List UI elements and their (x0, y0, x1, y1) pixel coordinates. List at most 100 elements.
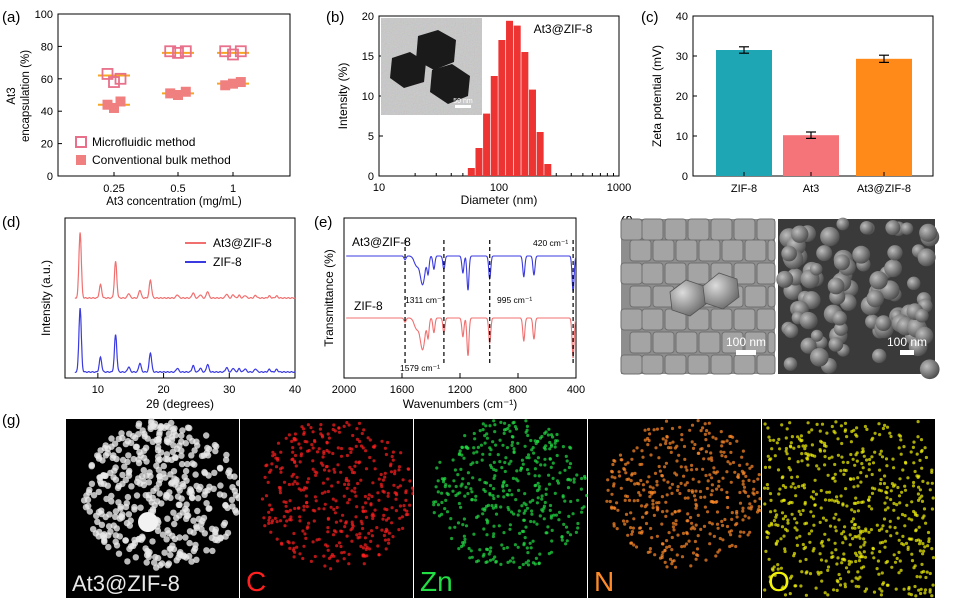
eds-signal-dot (201, 491, 208, 498)
eds-signal-dot (861, 529, 865, 534)
eds-signal-dot (524, 419, 528, 423)
eds-signal-dot (492, 419, 496, 423)
eds-signal-dot (313, 470, 317, 474)
eds-signal-dot (670, 559, 675, 563)
eds-signal-dot (690, 463, 694, 467)
eds-signal-dot (801, 444, 805, 448)
eds-signal-dot (851, 517, 856, 521)
eds-signal-dot (783, 514, 788, 519)
eds-signal-dot (720, 454, 724, 458)
eds-signal-dot (339, 519, 343, 523)
xrd-pattern-line (74, 232, 296, 300)
eds-signal-dot (163, 536, 170, 543)
panel-label-e: (e) (314, 214, 332, 231)
eds-signal-dot (795, 536, 799, 540)
eds-signal-dot (719, 430, 723, 434)
eds-signal-dot (105, 543, 112, 551)
eds-signal-dot (862, 454, 866, 458)
eds-signal-dot (271, 450, 275, 454)
eds-signal-dot (772, 438, 776, 442)
sem-particle (884, 259, 903, 278)
eds-signal-dot (658, 556, 663, 560)
eds-signal-dot (814, 586, 818, 590)
eds-signal-dot (663, 560, 667, 565)
eds-signal-dot (201, 530, 208, 537)
eds-signal-dot (168, 419, 175, 427)
eds-signal-dot (264, 464, 268, 468)
eds-signal-dot (827, 456, 831, 460)
eds-signal-dot (638, 526, 643, 530)
eds-signal-dot (527, 456, 531, 460)
eds-signal-dot (797, 509, 801, 513)
eds-signal-dot (741, 479, 745, 483)
eds-signal-dot (398, 484, 402, 488)
eds-signal-dot (157, 423, 165, 430)
eds-signal-dot (889, 489, 893, 493)
eds-signal-dot (895, 556, 899, 561)
eds-signal-dot (438, 460, 442, 464)
eds-signal-dot (827, 490, 832, 494)
eds-signal-dot (347, 423, 351, 427)
eds-signal-dot (837, 518, 841, 522)
legend-zif8-label: ZIF-8 (213, 255, 242, 269)
sem-particle (820, 226, 840, 247)
eds-signal-dot (361, 546, 365, 550)
eds-signal-dot (126, 522, 133, 529)
eds-signal-dot (492, 476, 496, 480)
eds-signal-dot (284, 500, 288, 504)
eds-signal-dot (307, 477, 311, 481)
eds-signal-dot (263, 475, 267, 479)
eds-signal-dot (695, 547, 700, 551)
eds-signal-dot (330, 484, 334, 488)
eds-signal-dot (711, 435, 715, 439)
eds-signal-dot (526, 551, 530, 555)
eds-signal-dot (386, 440, 390, 445)
eds-signal-dot (364, 467, 369, 471)
eds-signal-dot (709, 456, 714, 460)
eds-signal-dot (787, 501, 791, 506)
eds-signal-dot (476, 514, 480, 518)
sem-particle (866, 289, 884, 308)
eds-signal-dot (393, 472, 397, 476)
eds-signal-dot (390, 506, 394, 510)
eds-signal-dot (804, 571, 808, 575)
eds-signal-dot (612, 506, 616, 510)
eds-signal-dot (750, 505, 754, 509)
sem-particle (791, 225, 809, 243)
eds-signal-dot (290, 439, 294, 443)
eds-signal-dot (783, 593, 788, 597)
eds-signal-dot (390, 454, 394, 459)
eds-signal-dot (827, 498, 831, 502)
eds-signal-dot (513, 543, 518, 547)
eds-signal-dot (668, 441, 672, 445)
eds-signal-dot (768, 492, 773, 496)
eds-signal-dot (923, 588, 928, 592)
eds-signal-dot (506, 493, 510, 497)
eds-signal-dot (699, 447, 703, 451)
eds-signal-dot (293, 480, 297, 484)
eds-signal-dot (681, 531, 686, 536)
eds-signal-dot (94, 518, 101, 525)
eds-signal-dot (390, 521, 394, 525)
eds-signal-dot (381, 517, 385, 521)
eds-signal-dot (885, 425, 890, 429)
sem-tile (664, 354, 687, 375)
eds-signal-dot (531, 539, 535, 543)
eds-signal-dot (920, 562, 924, 567)
eds-signal-dot (836, 556, 840, 560)
eds-signal-dot (917, 525, 921, 529)
histogram-bar (544, 164, 552, 176)
eds-signal-dot (339, 470, 343, 474)
eds-signal-dot (878, 452, 882, 456)
eds-signal-dot (533, 467, 538, 471)
eds-signal-dot (864, 474, 869, 478)
x-tick-label: 0.5 (170, 183, 185, 195)
eds-signal-dot (706, 479, 710, 483)
eds-signal-dot (315, 538, 319, 542)
eds-signal-dot (575, 473, 579, 477)
eds-signal-dot (268, 516, 272, 520)
eds-signal-dot (687, 539, 691, 543)
eds-signal-dot (798, 559, 802, 563)
eds-signal-dot (382, 513, 386, 518)
